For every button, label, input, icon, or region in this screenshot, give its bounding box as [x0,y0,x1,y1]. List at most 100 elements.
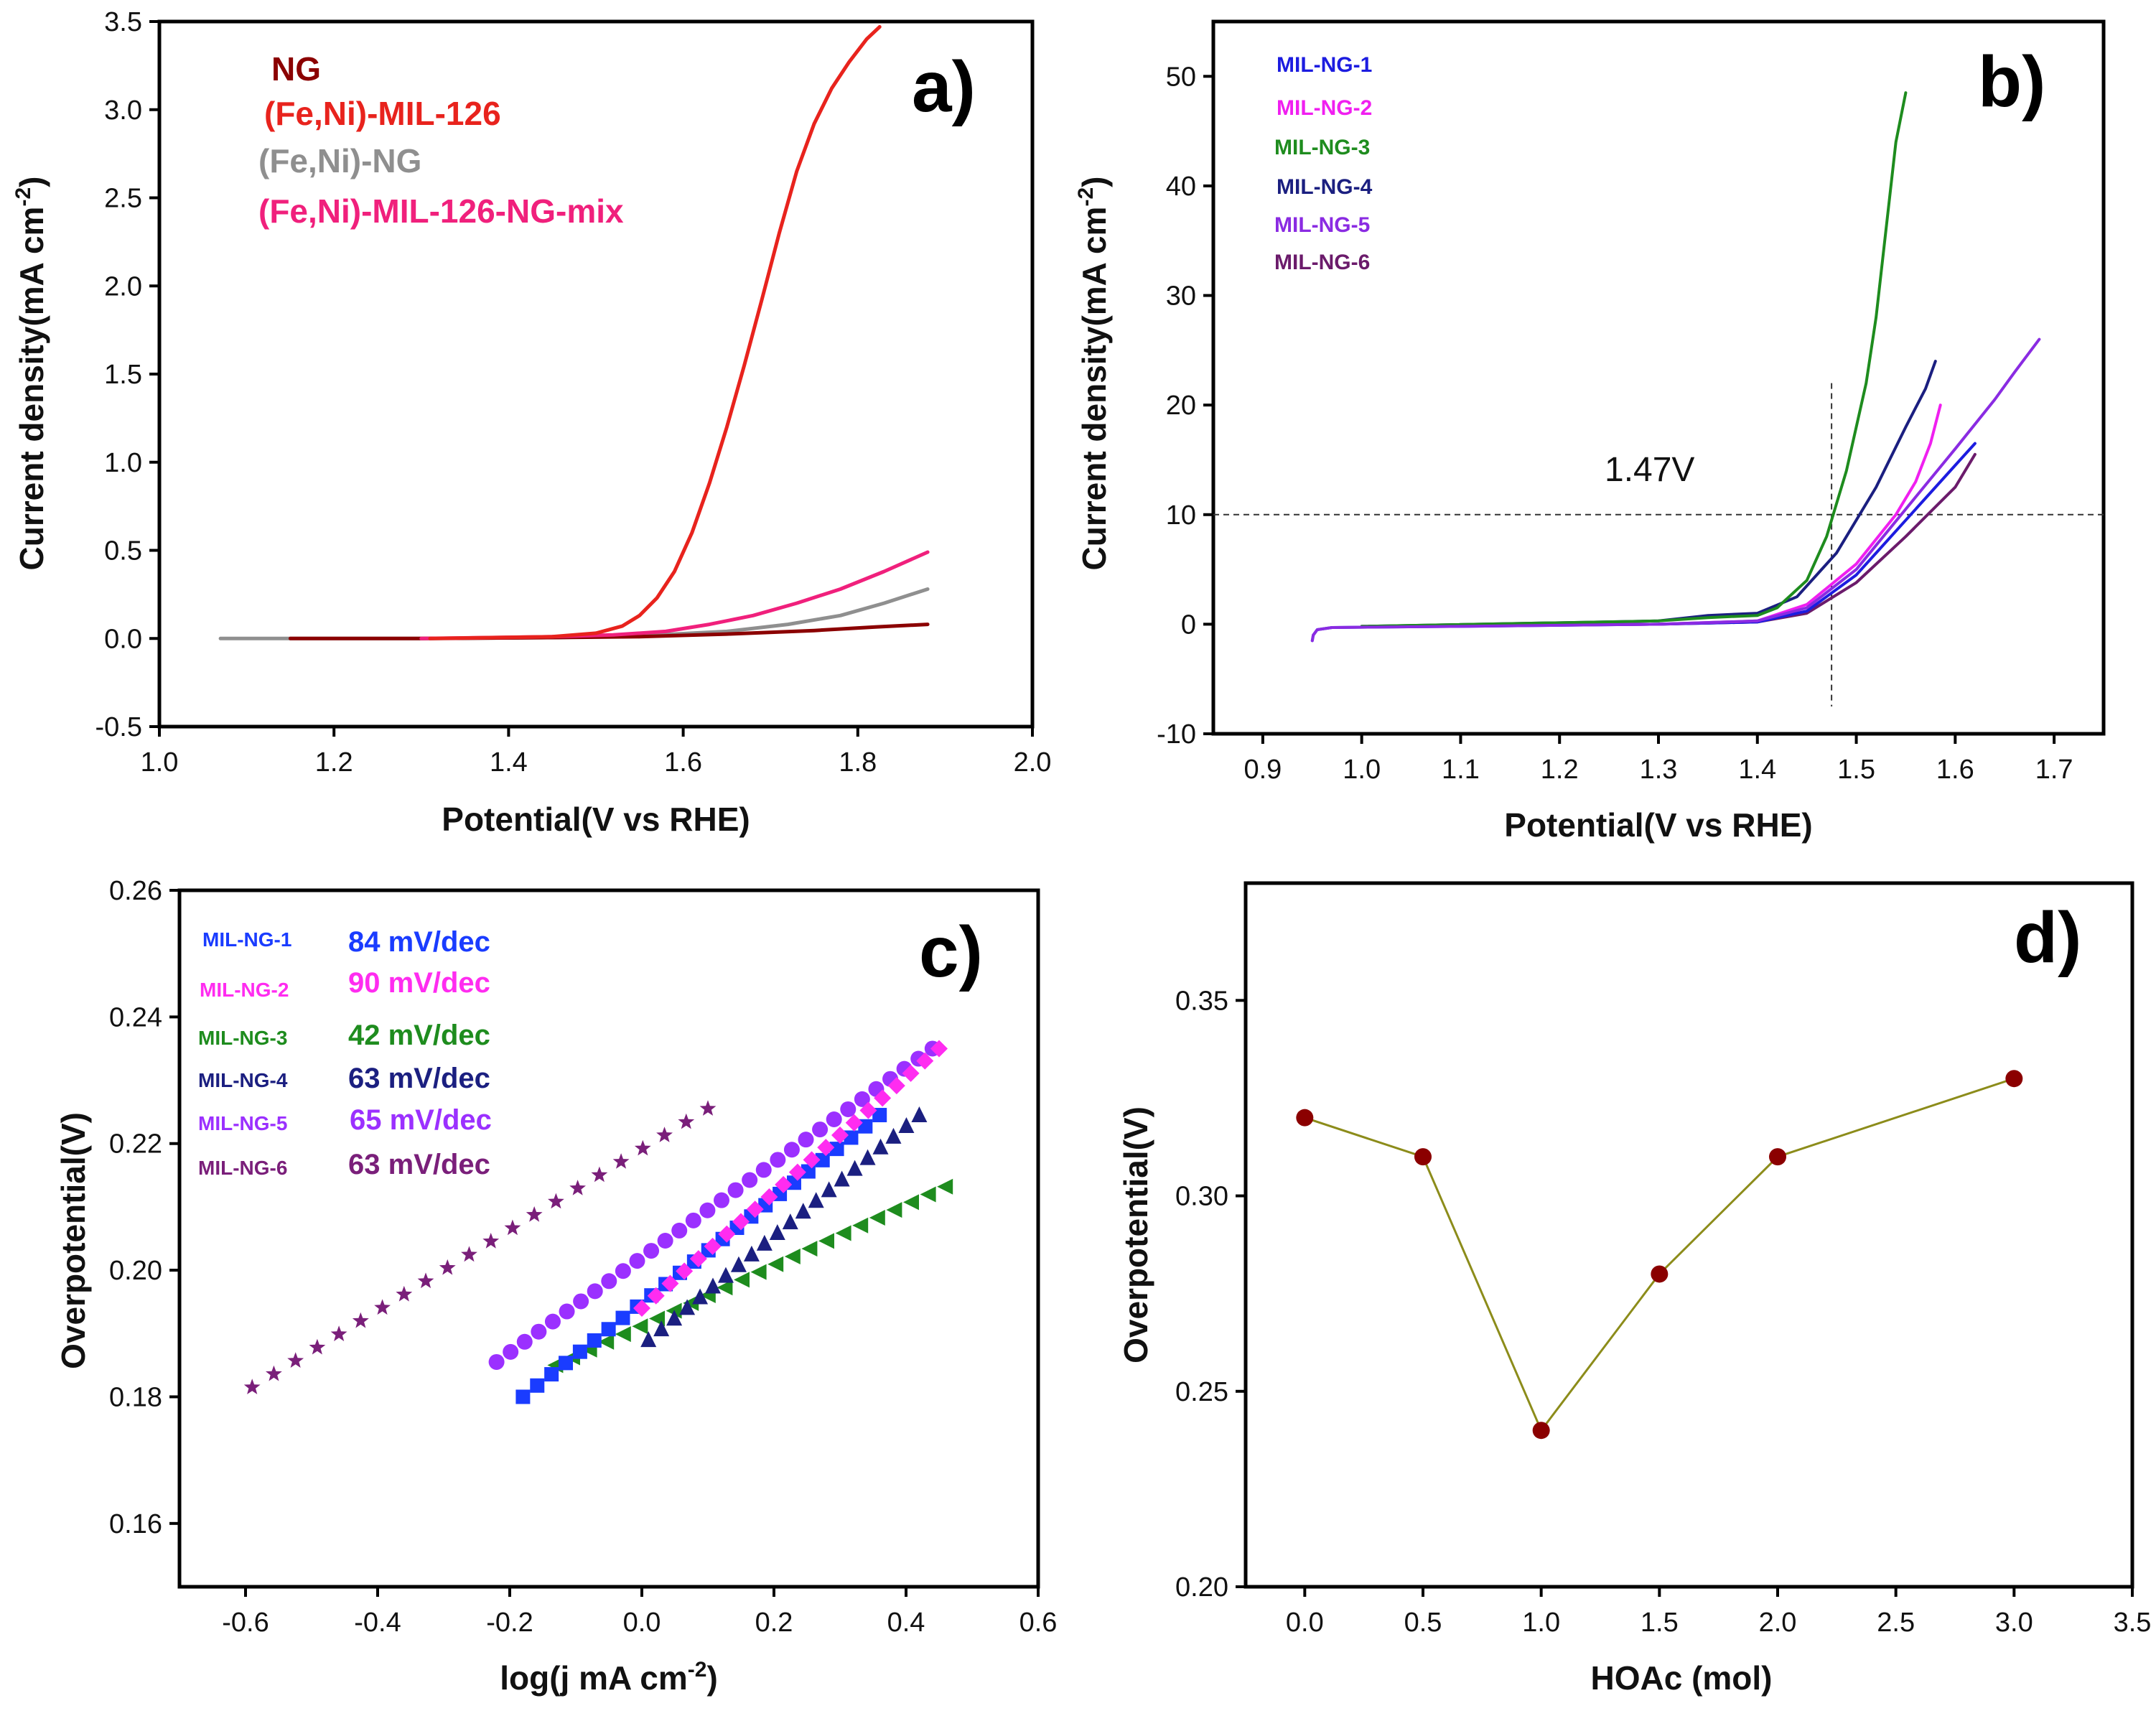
x-tick-label: 1.0 [1522,1608,1560,1638]
data-point-triangle-up [885,1127,902,1144]
data-point-triangle-up [872,1138,889,1155]
x-axis-label: Potential(V vs RHE) [442,801,750,838]
y-tick-label: 0 [1181,610,1196,640]
y-tick-label: 0.26 [109,876,162,906]
data-point-diamond [661,1274,679,1292]
data-point-star [569,1180,586,1195]
data-point-star [374,1299,391,1315]
y-tick-label: 0.22 [109,1129,162,1160]
data-point-star [504,1219,521,1236]
data-point-triangle-up [717,1267,734,1283]
y-axis-label: Overpotential(V) [1117,1106,1154,1363]
panel-c: -0.6 -0.4 -0.2 0.0 0.2 0.4 0.6 0.16 0.18 0.20 0.22… [55,876,1057,1697]
slope-label: 90 mV/dec [348,967,490,999]
data-point-star [656,1127,673,1142]
data-point-triangle-up [769,1224,785,1241]
x-tick-label: 0.5 [1404,1608,1442,1638]
slope-label: 63 mV/dec [348,1149,490,1180]
data-point-triangle-up [834,1170,850,1187]
y-tick-label: 3.5 [104,7,142,37]
x-tick-label: 0.0 [623,1608,661,1638]
legend-entry: NG [271,50,321,88]
data-point-circle [559,1303,575,1320]
data-point-diamond [676,1262,694,1280]
data-point-triangle-left [767,1256,784,1272]
data-point-triangle-left [818,1233,834,1249]
data-point-star [439,1259,456,1275]
data-point-triangle-up [679,1299,696,1315]
data-point-star [243,1379,261,1394]
legend-entry: MIL-NG-6 [198,1157,287,1179]
x-tick-label: 1.8 [839,747,877,778]
data-point-circle [699,1202,716,1218]
data-point-circle [531,1323,547,1340]
x-tick-label: 1.0 [1343,755,1381,785]
y-tick-label: 30 [1166,281,1196,312]
data-point [1532,1422,1550,1440]
data-point-star [548,1193,564,1209]
legend-entry: MIL-NG-3 [1274,136,1370,159]
panel-b: 0.9 1.0 1.1 1.2 1.3 1.4 1.5 1.6 1.7 -10 0 10 20 30 40 5… [1074,19,2106,844]
y-tick-label: 1.5 [104,360,142,390]
data-point-square [559,1356,574,1371]
y-axis-label: Current density(mA cm-2) [11,177,50,571]
y-tick-label: 40 [1166,172,1196,202]
series-line-hoac [1303,1077,2015,1432]
data-point [1651,1265,1669,1283]
x-tick-label: 1.4 [490,747,528,778]
y-tick-label: 0.25 [1175,1377,1228,1407]
data-point-diamond [718,1225,736,1243]
y-tick-label: 2.0 [104,271,142,302]
y-axis-label-close: ) [1075,177,1113,187]
x-axis-label: HOAc (mol) [1591,1659,1773,1697]
data-point-diamond [902,1064,920,1082]
data-point-circle [503,1343,519,1360]
data-point-circle [798,1132,814,1148]
data-point-circle [713,1192,729,1208]
data-point-star [678,1113,695,1129]
data-point-square [601,1322,616,1337]
data-point-circle [573,1293,589,1310]
x-tick-label: -0.4 [354,1608,401,1638]
data-point-diamond [803,1151,821,1169]
legend-entry: MIL-NG-3 [198,1027,287,1049]
data-point-star [266,1365,282,1381]
legend-entry: MIL-NG-2 [1277,96,1372,120]
x-tick-label: 1.5 [1641,1608,1679,1638]
y-tick-label: -10 [1157,719,1196,750]
data-point-square [587,1333,602,1348]
y-tick-label: 0.5 [104,536,142,566]
legend-entry: MIL-NG-4 [1277,175,1373,199]
data-point-circle [840,1101,857,1117]
y-tick-label: 0.20 [109,1256,162,1286]
slope-label: 42 mV/dec [348,1020,490,1051]
data-point-diamond [845,1114,863,1132]
data-point-star [309,1338,326,1355]
data-point-diamond [887,1077,905,1095]
legend-entry: (Fe,Ni)-MIL-126 [264,95,501,132]
y-tick-label: -0.5 [95,712,142,742]
y-tick-label: 0.0 [104,624,142,654]
data-point-diamond [633,1300,650,1317]
y-tick-label: 20 [1166,391,1196,421]
x-tick-label: 1.2 [1541,755,1579,785]
data-point-diamond [788,1163,806,1181]
x-tick-label: 1.3 [1640,755,1678,785]
data-point-star [482,1233,500,1249]
y-tick-label: 0.30 [1175,1182,1228,1212]
data-point-circle [516,1333,533,1350]
x-tick-label: 1.4 [1738,755,1776,785]
data-point-circle [587,1283,603,1300]
x-tick-label: 2.5 [1877,1608,1915,1638]
data-point-star [526,1206,543,1222]
data-point-circle [783,1142,800,1158]
legend-entry: MIL-NG-4 [198,1069,288,1091]
panel-a: 1.0 1.2 1.4 1.6 1.8 2.0 -0.5 0.0 0.5 1.0 1.5 2.0 2.5… [11,7,1051,838]
data-point-square [815,1152,830,1167]
data-point-triangle-up [782,1213,798,1230]
y-tick-label: 0.18 [109,1382,162,1412]
x-tick-label: 2.0 [1759,1608,1797,1638]
data-point-square [615,1310,630,1325]
data-point-circle [812,1122,829,1138]
data-point-diamond [916,1052,934,1070]
